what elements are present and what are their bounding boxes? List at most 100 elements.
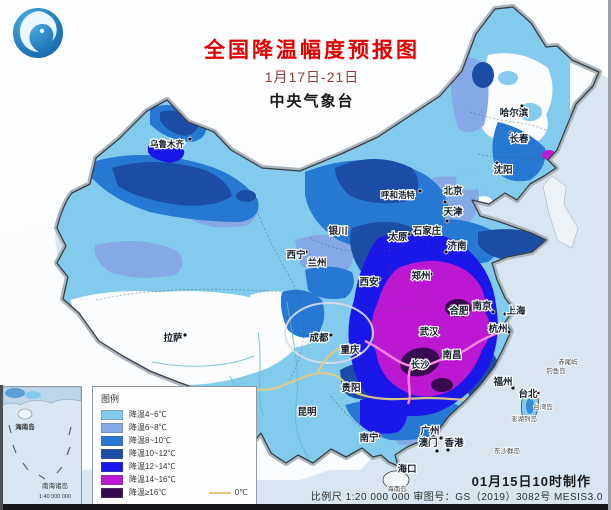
korea-peninsula <box>542 175 579 249</box>
city-dot <box>442 199 448 205</box>
city-dot <box>321 257 327 263</box>
city-dot <box>344 225 350 231</box>
city-dot <box>417 188 423 194</box>
china-outline <box>56 6 600 467</box>
city-label: 杭州 <box>488 323 507 335</box>
pink-boundary-line <box>364 329 505 405</box>
city-label: 长沙 <box>410 359 430 371</box>
city-label: 沈阳 <box>493 164 512 176</box>
city-dot <box>187 136 193 142</box>
city-label: 福州 <box>492 376 512 388</box>
page-title: 全国降温幅度预报图 <box>204 39 420 62</box>
city-dot <box>397 465 403 471</box>
frame-edge-left <box>0 385 3 510</box>
city-label: 呼和浩特 <box>381 190 416 200</box>
legend-item-label: 降温6~8℃ <box>129 423 167 432</box>
legend-swatch <box>101 435 123 446</box>
city-label: 南京 <box>472 300 492 312</box>
city-dot <box>340 344 346 350</box>
taiwan-shading <box>526 398 534 414</box>
city-label: 郑州 <box>411 270 430 282</box>
city-dot <box>406 231 412 237</box>
legend-item: 降温≥16℃ 0℃ <box>101 486 248 499</box>
basin-ring <box>284 302 374 364</box>
city-dot <box>434 448 440 454</box>
island-label: 钓鱼岛 <box>546 366 566 375</box>
legend-swatch <box>101 461 123 472</box>
city-label: 太原 <box>388 231 408 243</box>
city-dot <box>376 276 382 282</box>
city-dot <box>494 160 500 166</box>
inset-hainan <box>17 408 33 420</box>
city-dot <box>342 382 348 388</box>
city-dot <box>438 435 444 441</box>
map-header: 全国降温幅度预报图 1月17日-21日 中央气象台 <box>162 34 462 111</box>
inset-hainan-label: 海南岛 <box>15 422 35 431</box>
city-dot <box>443 249 449 255</box>
city-label: 银川 <box>328 225 347 237</box>
city-label: 武汉 <box>419 326 439 338</box>
city-dot <box>182 332 188 338</box>
city-label: 西安 <box>359 276 379 288</box>
legend-item-label: 降温≥16℃ <box>129 488 167 497</box>
inset-name-label: 南海诸岛 <box>42 481 68 490</box>
city-dot <box>449 304 455 310</box>
island-label: 台湾岛 <box>533 402 553 411</box>
legend-item: 降温8~10℃ <box>101 434 248 447</box>
legend-item-label: 降温4~6℃ <box>129 410 167 419</box>
city-dot <box>410 358 416 364</box>
legend-item-label: 降温8~10℃ <box>129 436 172 445</box>
city-label: 南昌 <box>442 349 461 361</box>
city-label: 南宁 <box>359 432 379 444</box>
legend-item-label: 降温12~14℃ <box>129 462 176 471</box>
zero-line-sample: 0℃ <box>208 488 248 497</box>
legend-item: 降温6~8℃ <box>101 421 248 434</box>
legend-item: 降温4~6℃ <box>101 408 248 421</box>
south-china-sea-inset: 海南岛 南海诸岛 1:40 000 000 <box>2 386 82 505</box>
city-label: 北京 <box>443 185 463 197</box>
legend-swatch <box>101 409 123 420</box>
island-label: 澎湖列岛 <box>511 414 537 423</box>
hainan-island <box>382 470 410 490</box>
legend-item-label: 降温10~12℃ <box>129 449 176 458</box>
city-label: 重庆 <box>340 344 360 356</box>
city-label: 济南 <box>447 240 467 252</box>
date-range: 1月17日-21日 <box>264 69 360 85</box>
city-dot <box>435 225 441 231</box>
legend-item-label: 降温14~16℃ <box>129 475 176 484</box>
city-label: 澳门 <box>418 437 437 449</box>
city-label: 海口 <box>397 463 416 475</box>
city-dot <box>328 332 334 338</box>
island-label: 东沙群岛 <box>494 446 520 455</box>
city-label: 合肥 <box>449 305 469 317</box>
city-dot <box>535 390 541 396</box>
city-label: 昆明 <box>297 407 317 418</box>
zero-line-label: 0℃ <box>234 488 248 497</box>
city-dot <box>490 309 496 315</box>
agency-name: 中央气象台 <box>269 93 355 110</box>
city-dot <box>444 218 450 224</box>
city-label: 石家庄 <box>412 225 442 237</box>
legend: 图例 降温4~6℃ 降温6~8℃ 降温8~10℃ 降温10~12℃ 降温12~14℃ 降温… <box>92 386 257 506</box>
city-dot <box>510 385 516 391</box>
province-borders <box>95 111 550 442</box>
city-dot <box>519 103 525 109</box>
city-label: 上海 <box>506 305 526 317</box>
city-dot <box>508 130 514 136</box>
frame-edge-right <box>608 0 611 510</box>
city-dot <box>428 271 434 277</box>
legend-swatch <box>101 487 123 498</box>
legend-item: 降温12~14℃ <box>101 460 248 473</box>
city-label: 台北 <box>518 388 538 400</box>
legend-swatch <box>101 474 123 485</box>
city-label: 贵阳 <box>341 382 360 394</box>
nine-dash-line <box>8 424 72 480</box>
city-label: 香港 <box>443 437 464 449</box>
island-label: 赤尾屿 <box>558 357 578 366</box>
zero-line-icon <box>208 491 231 494</box>
city-dot <box>376 433 382 439</box>
